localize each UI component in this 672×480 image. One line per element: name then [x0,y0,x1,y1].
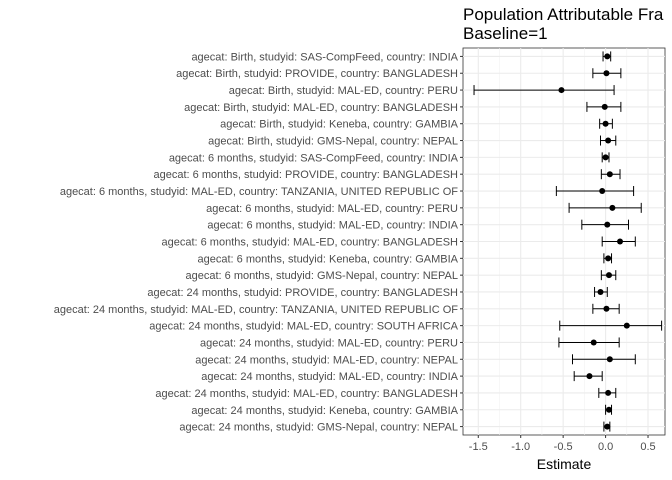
estimate-point [605,389,612,396]
estimate-point [604,423,611,430]
y-tick-label: agecat: 24 months, studyid: MAL-ED, coun… [149,321,458,333]
estimate-point [604,53,611,60]
y-tick-label: agecat: 6 months, studyid: MAL-ED, count… [161,237,458,249]
estimate-point [605,272,612,279]
x-tick-label: -1.0 [511,441,530,453]
estimate-point [603,70,610,77]
estimate-point [602,154,609,161]
y-tick-label: agecat: 24 months, studyid: MAL-ED, coun… [201,371,458,383]
estimate-point [597,288,604,295]
y-tick-label: agecat: 24 months, studyid: MAL-ED, coun… [155,388,458,400]
estimate-point [601,103,608,110]
estimate-point [599,188,606,195]
y-tick-label: agecat: 24 months, studyid: MAL-ED, coun… [54,304,459,316]
x-tick-label: -0.5 [554,441,573,453]
y-tick-label: agecat: 6 months, studyid: PROVIDE, coun… [154,169,459,181]
estimate-point [602,120,609,127]
estimate-point [605,137,612,144]
y-axis: agecat: Birth, studyid: SAS-CompFeed, co… [54,51,463,434]
y-tick-label: agecat: Birth, studyid: Keneba, country:… [220,119,459,131]
estimate-point [558,87,565,94]
y-tick-label: agecat: 24 months, studyid: MAL-ED, coun… [195,354,458,366]
chart-subtitle: Baseline=1 [463,24,548,43]
y-tick-label: agecat: Birth, studyid: MAL-ED, country:… [184,102,458,114]
y-tick-label: agecat: Birth, studyid: GMS-Nepal, count… [208,136,458,148]
grid-lines [463,48,665,435]
y-tick-label: agecat: 6 months, studyid: GMS-Nepal, co… [186,270,458,282]
estimate-point [623,322,630,329]
y-tick-label: agecat: 24 months, studyid: MAL-ED, coun… [200,337,458,349]
estimate-point [605,406,612,413]
data-rows [473,51,663,432]
y-tick-label: agecat: 6 months, studyid: MAL-ED, count… [60,186,458,198]
y-tick-label: agecat: 24 months, studyid: GMS-Nepal, c… [179,422,458,434]
x-tick-label: 0.0 [598,441,613,453]
chart-title: Population Attributable Fra [463,5,664,24]
x-axis-label: Estimate [537,456,592,472]
estimate-point [604,221,611,228]
y-tick-label: agecat: Birth, studyid: SAS-CompFeed, co… [191,51,458,63]
estimate-point [617,238,624,245]
estimate-point [606,171,613,178]
y-tick-label: agecat: Birth, studyid: PROVIDE, country… [176,68,458,80]
estimate-point [605,255,612,262]
estimate-point [603,305,610,312]
y-tick-label: agecat: 6 months, studyid: MAL-ED, count… [207,220,458,232]
x-tick-label: 0.5 [640,441,655,453]
estimate-point [590,339,597,346]
x-axis: -1.5 -1.0 -0.5 0.0 0.5 [469,435,656,453]
estimate-point [609,204,616,211]
y-tick-label: agecat: 6 months, studyid: MAL-ED, count… [206,203,458,215]
y-tick-label: agecat: 6 months, studyid: Keneba, count… [198,253,459,265]
y-tick-label: agecat: 24 months, studyid: Keneba, coun… [191,405,458,417]
y-tick-label: agecat: 6 months, studyid: SAS-CompFeed,… [169,152,459,164]
y-tick-label: agecat: Birth, studyid: MAL-ED, country:… [229,85,458,97]
estimate-point [586,373,593,380]
y-tick-label: agecat: 24 months, studyid: PROVIDE, cou… [147,287,458,299]
estimate-point [606,356,613,363]
x-tick-label: -1.5 [469,441,488,453]
